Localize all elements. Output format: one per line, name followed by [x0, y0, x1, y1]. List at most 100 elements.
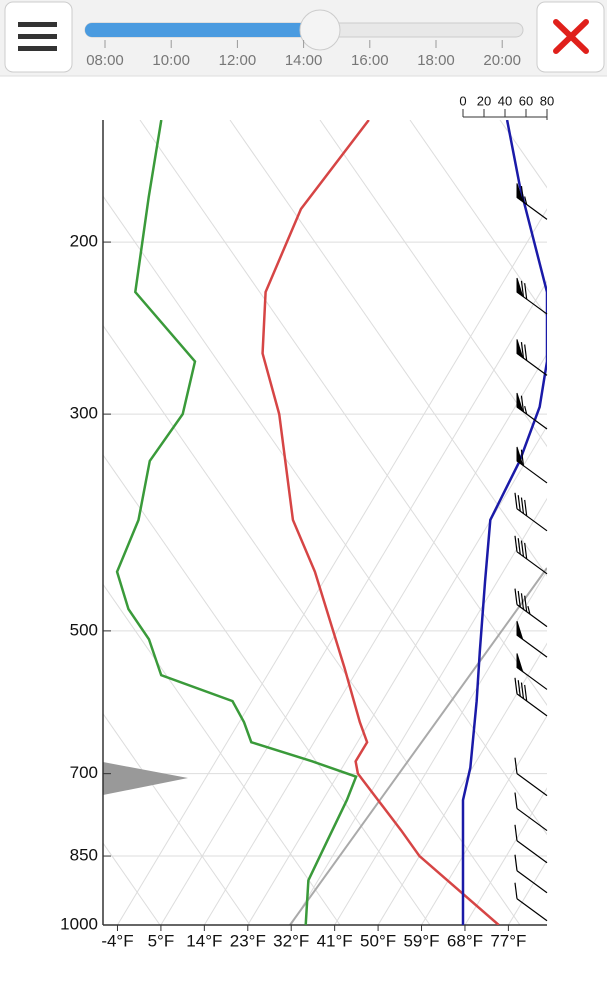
wind-barb	[514, 854, 548, 894]
barb-tick	[514, 854, 518, 871]
barb-tick	[524, 542, 528, 559]
y-tick-label: 200	[70, 232, 98, 251]
adiabat-line	[103, 454, 431, 925]
x-tick-label: 68°F	[447, 931, 483, 950]
x-tick-label: -4°F	[101, 931, 133, 950]
y-tick-label: 850	[70, 846, 98, 865]
wind-barb	[514, 535, 548, 575]
y-tick-label: 300	[70, 404, 98, 423]
slider-label: 08:00	[86, 52, 124, 69]
isotherm	[464, 787, 547, 925]
barb-tick	[520, 540, 525, 557]
x2-tick-label: 20	[477, 93, 491, 108]
wind-barb	[516, 653, 548, 690]
x-tick-label: 32°F	[273, 931, 309, 950]
slider-label: 18:00	[417, 52, 455, 69]
precip-marker	[103, 762, 188, 795]
y-tick-label: 500	[70, 620, 98, 639]
profile-line	[261, 120, 500, 925]
barb-tick	[514, 792, 518, 809]
wind-barb	[516, 183, 548, 220]
barb-staff	[516, 508, 548, 532]
adiabat-line	[103, 195, 547, 836]
barb-tick	[520, 593, 525, 610]
slider-knob[interactable]	[299, 9, 341, 51]
wind-barb	[516, 446, 548, 484]
barb-tick	[514, 824, 518, 841]
menu-button[interactable]	[4, 1, 73, 73]
barb-tick	[514, 588, 518, 605]
adiabat-line	[139, 120, 547, 706]
x-tick-label: 41°F	[317, 931, 353, 950]
barb-tick	[517, 495, 521, 512]
barb-tick	[524, 684, 528, 702]
x2-tick-label: 0	[459, 93, 466, 108]
isotherm	[334, 570, 547, 925]
profile-line	[115, 120, 358, 925]
close-button[interactable]	[536, 1, 605, 73]
isotherm	[507, 859, 547, 925]
barb-tick	[517, 680, 521, 697]
adiabat-line	[229, 120, 547, 577]
adiabat-line	[103, 324, 521, 925]
slider-label: 14:00	[285, 52, 323, 69]
barb-tick	[520, 395, 525, 412]
wind-barb	[514, 882, 548, 922]
x-tick-label: 59°F	[403, 931, 439, 950]
barb-tick	[524, 405, 528, 415]
x-tick-label: 14°F	[186, 931, 222, 950]
barb-staff	[516, 898, 548, 922]
wind-barb	[516, 277, 548, 315]
barb-staff	[516, 840, 548, 864]
isotherm	[290, 497, 547, 925]
x2-tick-label: 80	[540, 93, 554, 108]
barb-tick	[524, 196, 528, 205]
parcel-line	[289, 567, 547, 925]
isotherm	[421, 714, 547, 925]
barb-tick	[524, 283, 528, 300]
barb-tick	[524, 595, 528, 612]
barb-flag	[516, 620, 524, 641]
barb-staff	[516, 870, 548, 894]
barb-flag	[516, 392, 524, 413]
barb-tick	[520, 280, 525, 297]
x2-tick-label: 60	[519, 93, 533, 108]
barb-flag	[516, 277, 524, 298]
time-slider[interactable]: 08:00 10:00 12:00 14:00 16:00 18:00 20:00	[84, 9, 524, 69]
barb-flag	[516, 446, 524, 467]
isotherm	[203, 352, 547, 925]
wind-barb	[514, 824, 548, 864]
plot-background	[103, 120, 607, 925]
x-tick-label: 5°F	[148, 931, 175, 950]
barb-staff	[516, 551, 548, 575]
x-tick-label: 50°F	[360, 931, 396, 950]
isotherm	[117, 208, 547, 925]
adiabat-line	[590, 120, 607, 925]
barb-staff	[516, 604, 548, 628]
barb-tick	[514, 757, 518, 774]
barb-tick	[527, 605, 531, 615]
wind-barb	[516, 392, 548, 430]
isotherm	[377, 642, 547, 925]
barb-tick	[514, 677, 518, 694]
wind-barb	[514, 588, 548, 628]
y-tick-label: 700	[70, 763, 98, 782]
barb-tick	[517, 538, 521, 555]
barb-tick	[514, 492, 518, 509]
barb-flag	[516, 183, 524, 203]
wind-barb	[514, 677, 548, 717]
barb-tick	[520, 186, 525, 203]
barb-flag	[516, 339, 524, 359]
wind-barb	[514, 492, 548, 532]
barb-staff	[516, 773, 548, 797]
adiabat-line	[103, 712, 251, 925]
barb-tick	[520, 497, 525, 514]
barb-staff	[516, 808, 548, 832]
x-tick-label: 77°F	[490, 931, 526, 950]
barb-tick	[517, 590, 521, 608]
barb-tick	[520, 449, 525, 466]
adiabat-line	[319, 120, 547, 448]
adiabat-line	[409, 120, 547, 318]
